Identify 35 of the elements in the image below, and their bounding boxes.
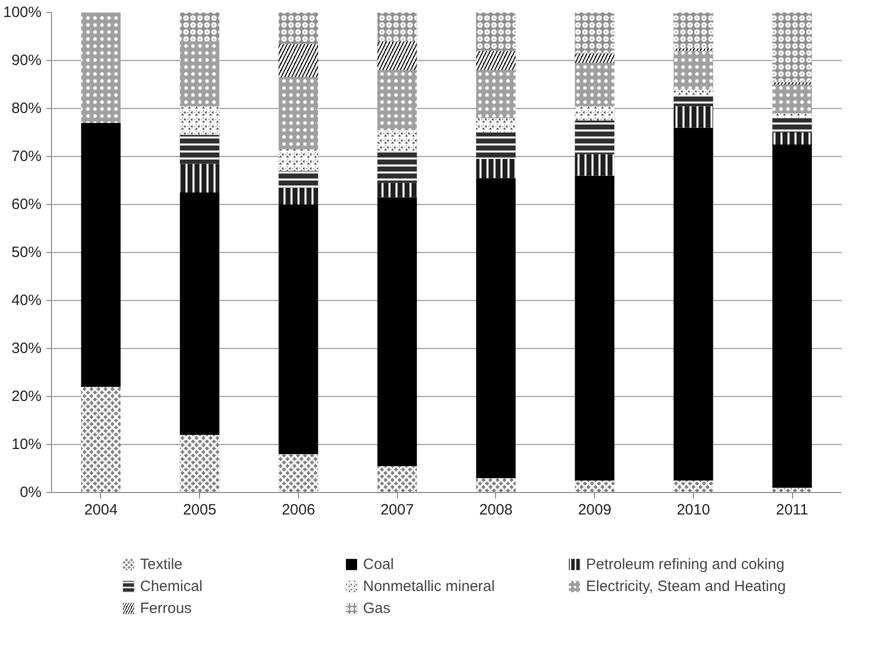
x-tick-label: 2009 [578,502,612,518]
y-tick-label: 80% [11,100,42,117]
legend-label: Textile [140,555,184,573]
bar [278,204,318,454]
legend-label: Ferrous [140,599,193,617]
y-tick-label: 70% [11,148,42,165]
legend-label: Gas [363,599,392,617]
y-tick-label: 20% [11,388,42,405]
legend-label: Petroleum refining and coking [586,555,786,573]
y-tick-label: 50% [11,244,42,261]
x-tick-label: 2006 [282,502,316,518]
bar [772,144,812,488]
bar [81,122,121,387]
y-tick-label: 10% [11,436,42,453]
bar [180,192,220,435]
x-tick-label: 2004 [84,502,118,518]
y-tick-label: 30% [11,340,42,357]
x-tick-label: 2010 [676,502,710,518]
legend-label: Nonmetallic mineral [363,577,496,595]
bar [674,128,714,480]
x-tick-label: 2005 [182,502,216,518]
bar [476,178,516,478]
y-tick-label: 100% [3,4,42,21]
y-tick-label: 0% [20,484,42,501]
legend-label: Chemical [140,577,204,595]
x-tick-label: 2008 [479,502,513,518]
x-tick-label: 2007 [380,502,414,518]
y-tick-label: 40% [11,292,42,309]
y-tick-label: 60% [11,196,42,213]
legend-label: Electricity, Steam and Heating [586,577,786,595]
legend-label: Coal [363,555,395,573]
bar [377,197,417,466]
x-tick-label: 2011 [776,502,808,518]
bar [574,176,614,480]
y-tick-label: 90% [11,52,42,69]
